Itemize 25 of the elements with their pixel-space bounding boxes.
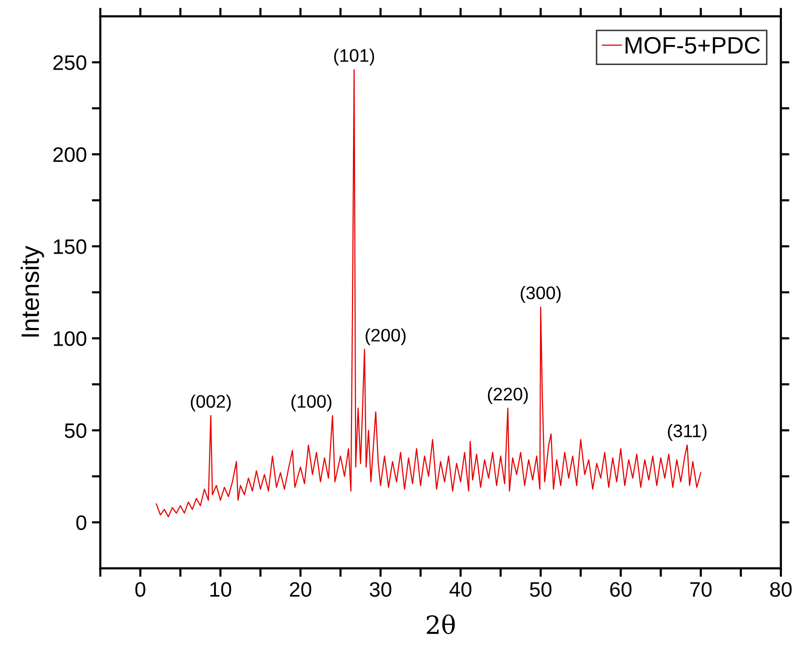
annotation: (311) [668,424,706,441]
x-tick-label: 30 [370,582,392,597]
x-tick-label: 40 [449,582,472,597]
x-tick-label: 80 [770,582,792,597]
x-axis-title: 2θ [426,614,455,634]
annotation: (200) [366,328,406,346]
y-tick-label: 200 [53,147,86,162]
annotation: (300) [520,286,561,303]
x-tick-label: 10 [210,582,232,597]
x-tick-label: 60 [610,582,632,597]
legend-label: MOF-5+PDC [626,36,760,54]
x-tick-label: 70 [690,582,712,597]
x-tick-label: 50 [530,582,552,597]
y-axis-title: Intensity [20,246,44,337]
annotation: (100) [291,394,332,412]
y-tick-label: 0 [76,515,86,530]
y-tick-label: 50 [64,423,86,438]
y-tick-label: 100 [54,331,86,346]
x-tick-label: 0 [135,582,146,597]
y-tick-label: 150 [54,239,86,254]
x-tick-label: 20 [290,582,312,597]
annotation: (101) [334,48,374,66]
y-tick-label: 250 [53,55,86,70]
annotation: (220) [488,387,528,404]
annotation: (002) [190,394,231,412]
